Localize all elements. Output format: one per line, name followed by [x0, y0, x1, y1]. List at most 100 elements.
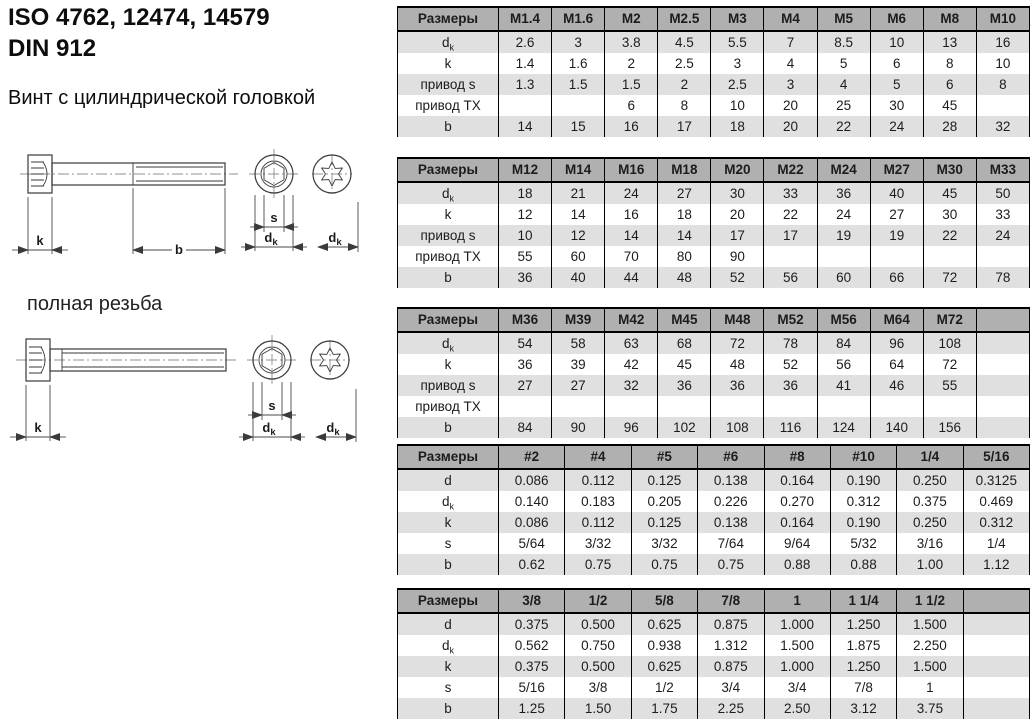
table-cell: 1.250 [829, 613, 898, 635]
table-cell: 7/8 [829, 677, 898, 698]
dimension-dk-torx: dk [315, 389, 357, 442]
table-cell: 8 [657, 95, 712, 116]
table-cell: 36 [497, 267, 553, 288]
dimension-table-4: Размеры #2 #4 #5 #6 #8 #10 1/4 5/16 d 0.086 0.112 0.… [397, 444, 1031, 575]
table-cell: 24 [869, 116, 924, 137]
table-cell: 19 [869, 225, 924, 246]
table-cell: 16 [604, 116, 659, 137]
table-cell: 3/16 [896, 533, 964, 554]
table-cell: 0.138 [697, 469, 765, 491]
column-header: 1 1/4 [829, 588, 898, 614]
table-cell: 1.75 [630, 698, 699, 719]
row-label: dk [397, 635, 499, 656]
table-cell [922, 396, 977, 417]
table-cell: 17 [763, 225, 818, 246]
table-row: k 36 39 42 45 48 52 56 64 72 [397, 354, 1031, 375]
row-label: k [397, 204, 499, 225]
table-cell: 4 [816, 74, 871, 95]
row-label: dk [397, 182, 499, 204]
dimension-table-2: Размеры M12 M14 M16 M18 M20 M22 M24 M27 M30 M33 dk 1… [397, 157, 1031, 288]
table-cell [962, 677, 1031, 698]
full-thread-label: полная резьба [27, 293, 163, 315]
row-label: привод s [397, 225, 499, 246]
hex-socket-view: s dk [239, 335, 305, 441]
table-row: s 5/64 3/32 3/32 7/64 9/64 5/32 3/16 1/4 [397, 533, 1031, 554]
table-cell: 10 [710, 95, 765, 116]
table-cell: 1 [896, 677, 964, 698]
table-cell: 13 [922, 31, 977, 53]
table-cell: 55 [497, 246, 553, 267]
table-corner-header: Размеры [397, 444, 499, 470]
dim-label-k: k [36, 233, 44, 248]
table-cell: 17 [657, 116, 712, 137]
socket-hidden-lines [29, 346, 46, 374]
row-label: k [397, 512, 499, 533]
table-row: dk 0.562 0.750 0.938 1.312 1.500 1.875 2.250 [397, 635, 1031, 656]
column-header: M33 [975, 157, 1031, 183]
table-cell: 68 [657, 332, 712, 354]
table-cell [975, 417, 1031, 438]
table-cell: 56 [763, 267, 818, 288]
table-cell: 24 [816, 204, 871, 225]
table-cell: 108 [922, 332, 977, 354]
dimension-b: b [132, 188, 226, 257]
table-cell: 36 [657, 375, 712, 396]
dimension-k: k [10, 385, 66, 441]
table-cell [962, 698, 1031, 719]
table-cell: 116 [763, 417, 818, 438]
table-cell: 0.140 [497, 491, 566, 512]
table-cell: 3/32 [564, 533, 632, 554]
left-panel: ISO 4762, 12474, 14579 DIN 912 Винт с ци… [0, 0, 397, 703]
table-row: привод TX 55 60 70 80 90 [397, 246, 1031, 267]
column-header: M14 [551, 157, 606, 183]
table-cell: 30 [869, 95, 924, 116]
table-cell: 72 [710, 332, 765, 354]
table-cell: 28 [922, 116, 977, 137]
table-cell: 0.938 [630, 635, 699, 656]
table-cell: 21 [551, 182, 606, 204]
column-header: M64 [869, 307, 924, 333]
column-header [975, 307, 1031, 333]
dim-label-dk: dk [328, 230, 342, 248]
table-cell: 12 [497, 204, 553, 225]
table-cell: 0.375 [497, 656, 566, 677]
table-cell: 48 [710, 354, 765, 375]
dimension-dk-torx: dk [317, 202, 359, 252]
side-view: k b [12, 154, 238, 257]
column-header: #6 [697, 444, 765, 470]
dimension-dk-hex: dk [241, 195, 307, 251]
table-cell: 0.112 [564, 469, 632, 491]
row-label: k [397, 53, 499, 74]
table-row: привод s 27 27 32 36 36 36 41 46 55 [397, 375, 1031, 396]
table-cell: 14 [604, 225, 659, 246]
table-cell: 46 [869, 375, 924, 396]
table-cell: 18 [497, 182, 553, 204]
table-cell: 3/4 [697, 677, 765, 698]
column-header: M52 [763, 307, 818, 333]
table-cell: 78 [763, 332, 818, 354]
table-cell: 0.183 [564, 491, 632, 512]
table-cell: 55 [922, 375, 977, 396]
row-label: привод TX [397, 246, 499, 267]
table-cell: 0.250 [896, 469, 964, 491]
table-cell: 54 [497, 332, 553, 354]
table-cell: 33 [763, 182, 818, 204]
table-cell: 3/8 [564, 677, 632, 698]
table-cell: 2.5 [657, 53, 712, 74]
table-cell: 8 [922, 53, 977, 74]
table-cell: 0.205 [630, 491, 699, 512]
table-row: d 0.375 0.500 0.625 0.875 1.000 1.250 1.500 [397, 613, 1031, 635]
table-cell: 0.138 [697, 512, 765, 533]
table-cell: 2.25 [697, 698, 765, 719]
column-header: M27 [869, 157, 924, 183]
table-cell: 20 [763, 95, 818, 116]
table-cell: 0.375 [497, 613, 566, 635]
row-label: k [397, 656, 499, 677]
table-cell: 7 [763, 31, 818, 53]
table-cell: 0.62 [497, 554, 566, 575]
column-header: M16 [604, 157, 659, 183]
table-cell: 0.88 [763, 554, 831, 575]
dim-label-dk: dk [264, 230, 278, 248]
table-cell: 0.750 [564, 635, 632, 656]
table-row: k 12 14 16 18 20 22 24 27 30 33 [397, 204, 1031, 225]
